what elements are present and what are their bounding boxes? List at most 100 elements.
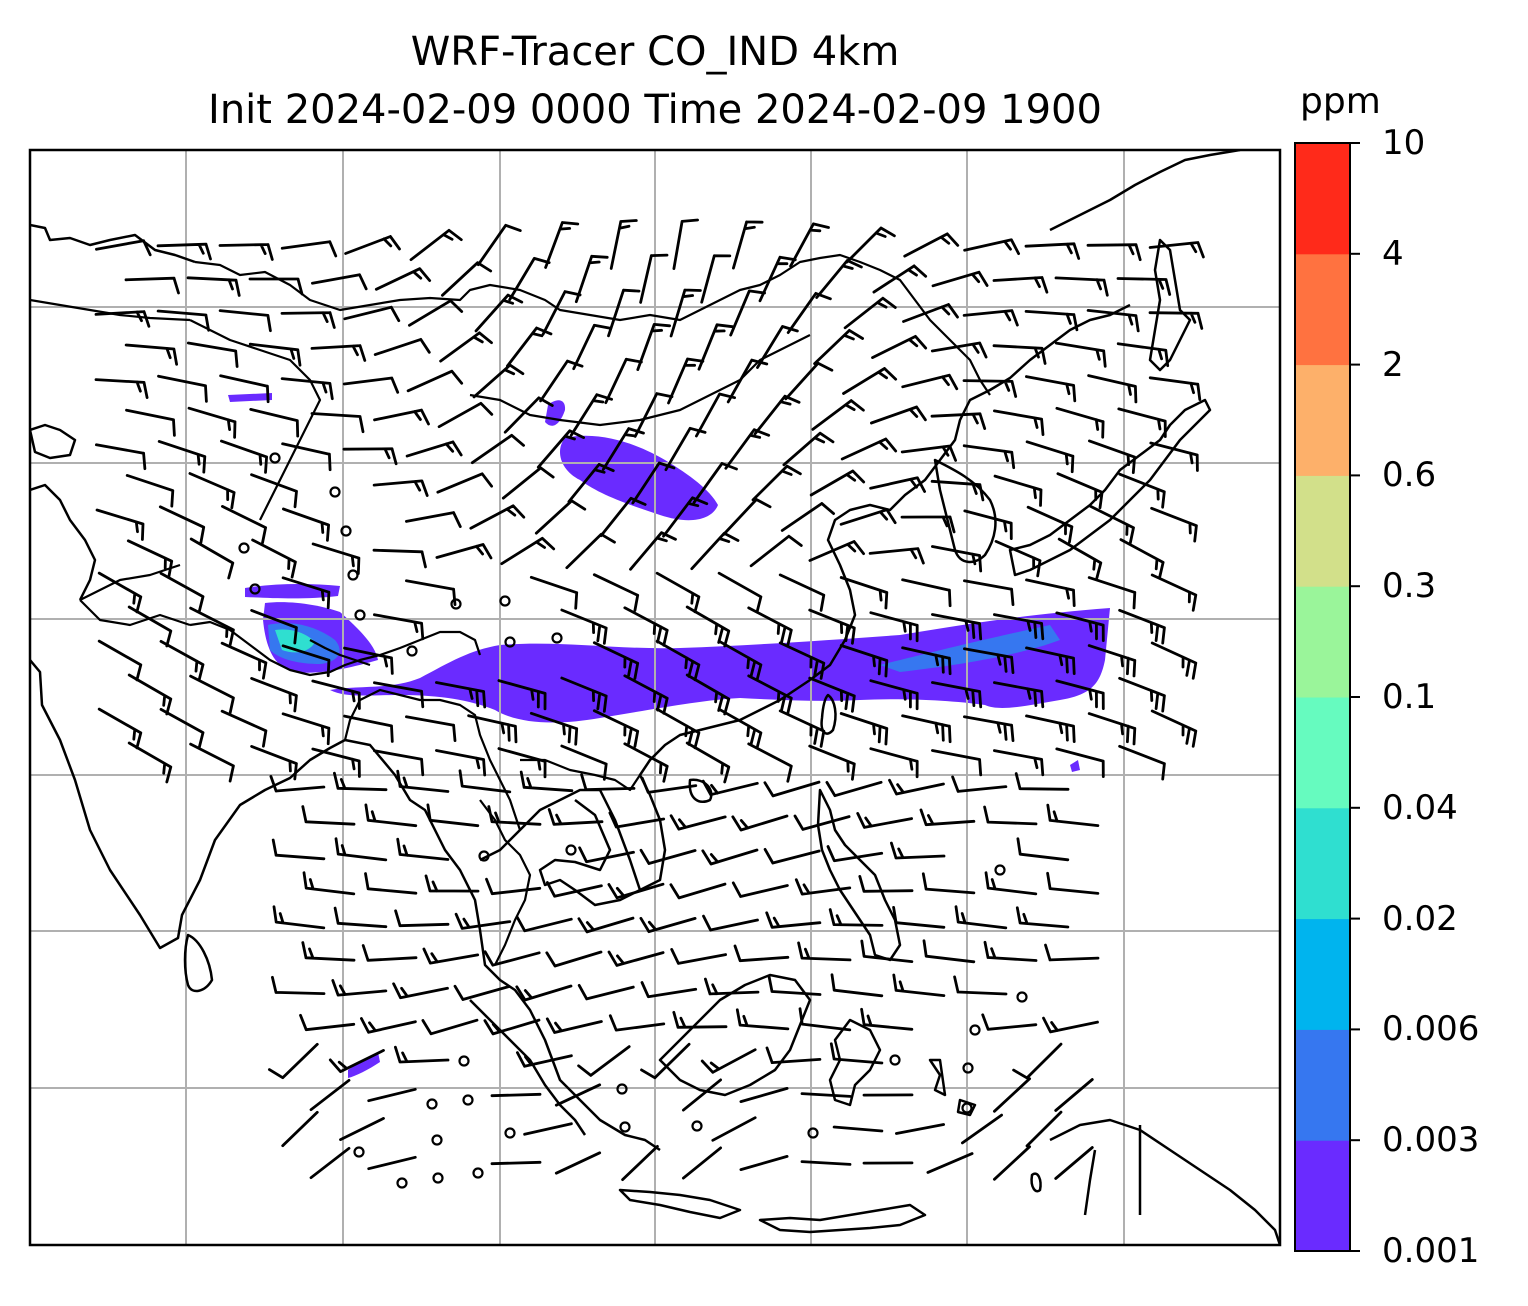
wind-barb: [536, 429, 585, 469]
wind-barb: [592, 641, 640, 680]
wind-barb: [302, 871, 356, 896]
calm-wind-circle: [462, 1094, 474, 1106]
wind-barb: [342, 376, 400, 394]
wind-barb: [546, 881, 603, 898]
wind-barb: [127, 741, 173, 784]
wind-barb: [124, 276, 180, 295]
wind-barb: [747, 606, 793, 647]
wind-barb: [580, 773, 636, 791]
wind-barb: [692, 462, 738, 504]
colorbar-segment: [1295, 253, 1350, 366]
wind-barb: [311, 542, 361, 575]
wind-barb: [892, 906, 946, 929]
wind-barb: [858, 875, 914, 893]
wind-barb: [1025, 646, 1076, 675]
wind-barb: [406, 369, 464, 393]
colorbar-tick-label: 0.003: [1382, 1120, 1480, 1161]
wind-barb: [396, 769, 450, 793]
wind-barb: [700, 254, 732, 304]
colorbar-segment: [1295, 1140, 1350, 1252]
wind-barb: [993, 1145, 1031, 1181]
border-himalaya: [189, 620, 482, 677]
wind-barb: [577, 916, 635, 934]
wind-barb: [592, 573, 640, 612]
calm-wind-circle: [691, 1120, 703, 1132]
calm-wind-circle: [238, 542, 250, 554]
wind-barb: [458, 769, 512, 794]
wind-barb: [422, 947, 480, 965]
wind-barb: [539, 359, 584, 403]
wind-barb: [1015, 906, 1070, 929]
wind-barb: [856, 812, 913, 829]
calm-wind-circle: [889, 1054, 901, 1066]
calm-wind-circle: [426, 1098, 438, 1110]
wind-barb: [797, 941, 852, 962]
wind-barb: [963, 647, 1015, 674]
colorbar-tick-label: 4: [1382, 233, 1404, 274]
wind-barb: [94, 378, 149, 399]
colorbar-segment: [1295, 918, 1350, 1030]
wind-barb: [794, 878, 852, 896]
calm-wind-circle: [340, 525, 352, 537]
wind-barb: [516, 1051, 573, 1068]
wind-barb: [921, 872, 976, 895]
wind-barb: [808, 608, 856, 645]
wind-barb: [839, 576, 889, 610]
wind-barb: [729, 289, 766, 337]
wind-barb: [554, 1151, 602, 1175]
wind-barb: [623, 742, 669, 783]
wind-barb: [1116, 342, 1170, 368]
wind-barb: [739, 1087, 789, 1103]
wind-barb: [1046, 871, 1100, 895]
wind-barb: [895, 1123, 945, 1135]
wind-barb: [717, 571, 763, 614]
wind-barb: [280, 311, 336, 329]
calm-wind-circle: [565, 844, 577, 856]
wind-barb: [281, 576, 331, 610]
wind-barb: [640, 1042, 691, 1080]
wind-barb: [962, 444, 1016, 470]
wind-barb: [670, 948, 727, 965]
calm-wind-circle: [504, 1127, 516, 1139]
wind-barb: [189, 537, 235, 580]
wind-barb: [560, 608, 608, 645]
wind-barb: [839, 508, 897, 526]
calm-wind-circle: [406, 645, 418, 657]
calm-wind-circle: [472, 1167, 484, 1179]
wind-barb: [334, 837, 388, 862]
wind-barb: [711, 1116, 757, 1142]
wind-barb: [124, 343, 178, 366]
wind-barb: [1054, 276, 1109, 297]
wind-barb: [328, 1049, 385, 1073]
border-central-asia: [189, 319, 322, 521]
wind-barb: [604, 357, 643, 405]
calm-wind-circle: [458, 1055, 470, 1067]
wind-barb: [717, 639, 763, 682]
wind-barb: [469, 504, 526, 530]
border-nepal: [309, 639, 371, 667]
wind-barb: [515, 915, 573, 933]
wind-barb: [599, 496, 647, 538]
wind-barb: [685, 741, 731, 784]
wind-barb: [435, 749, 487, 777]
wind-barb: [607, 288, 641, 338]
wind-barb: [731, 881, 789, 898]
wind-barb: [800, 1160, 852, 1166]
wind-barb: [485, 877, 542, 896]
wind-barb: [901, 373, 959, 391]
calm-wind-circle: [249, 583, 261, 595]
wind-barb: [922, 939, 976, 964]
wind-barb: [1087, 712, 1137, 746]
wind-barb: [685, 605, 731, 648]
wind-barb: [871, 335, 928, 359]
wind-barb: [832, 1125, 884, 1133]
wind-barb: [301, 941, 356, 962]
wind-barb: [919, 808, 976, 827]
wind-barb: [221, 505, 267, 545]
wind-barb: [309, 1146, 351, 1180]
wind-barb: [963, 579, 1015, 606]
wind-barb: [1116, 277, 1172, 296]
wind-barb: [577, 984, 635, 1001]
wind-barb: [344, 235, 401, 255]
border-afghanistan: [79, 563, 191, 627]
